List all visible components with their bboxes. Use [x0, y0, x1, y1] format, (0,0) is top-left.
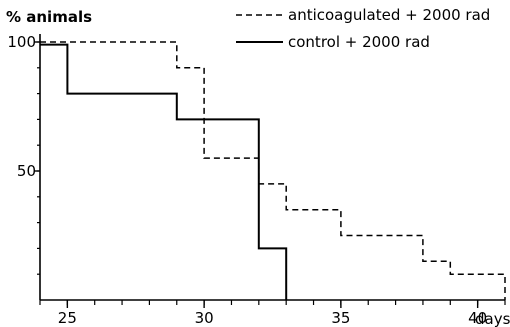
x-tick-label: 35 [331, 309, 350, 327]
legend-label-0: anticoagulated + 2000 rad [288, 6, 490, 24]
x-axis-unit: days [475, 310, 510, 327]
x-tick-label: 30 [195, 309, 214, 327]
series-line-0 [40, 41, 506, 300]
y-axis-label: % animals [6, 8, 92, 26]
x-tick-label: 40 [468, 309, 487, 327]
legend: anticoagulated + 2000 rad control + 2000 … [236, 6, 490, 51]
series-group [40, 41, 506, 300]
x-tick-label: 25 [58, 309, 77, 327]
series-line-1 [40, 43, 288, 300]
axes [39, 34, 505, 301]
tick-group: 25 30 35 40 50 100 [7, 33, 506, 327]
y-tick-label: 50 [17, 162, 36, 180]
y-tick-label: 100 [7, 33, 36, 51]
legend-label-1: control + 2000 rad [288, 33, 430, 51]
